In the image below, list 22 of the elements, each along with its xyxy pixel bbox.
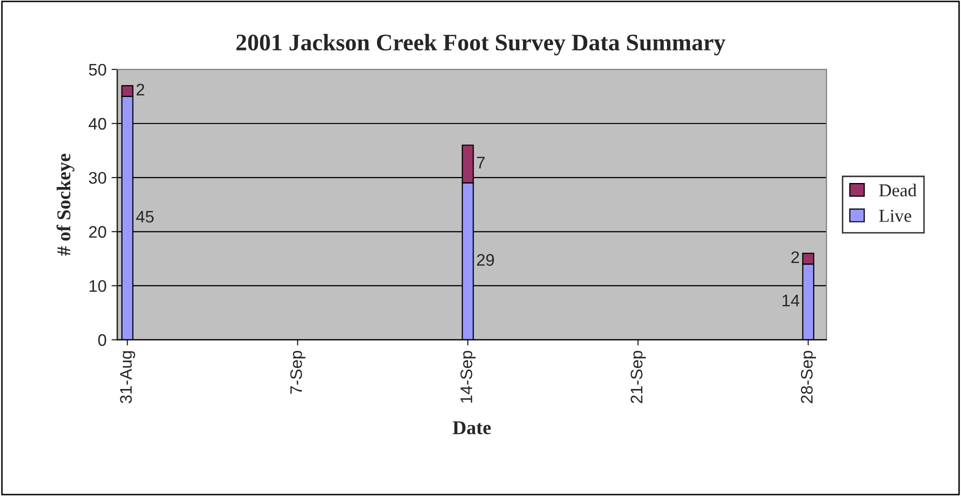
y-tick-label: 50 (88, 64, 106, 76)
x-tick-label: 7-Sep (290, 350, 306, 394)
data-label: 7 (477, 156, 485, 168)
x-tick-label: 21-Sep (630, 350, 646, 404)
y-tick-label: 20 (89, 226, 106, 238)
legend-label: Dead (879, 184, 917, 196)
data-label: 14 (782, 294, 800, 306)
x-axis-title: Date (452, 421, 491, 434)
y-tick-label: 10 (90, 280, 106, 292)
chart-title: 2001 Jackson Creek Foot Survey Data Summary (236, 34, 726, 56)
y-tick-label: 0 (98, 334, 106, 346)
x-tick-label: 31-Aug (120, 351, 136, 404)
y-tick-label: 40 (88, 118, 106, 130)
legend-label: Live (879, 210, 912, 222)
x-tick-label: 14-Sep (460, 350, 476, 403)
y-tick-label: 30 (88, 172, 106, 184)
data-label: 29 (477, 254, 494, 266)
y-axis-title: # of Sockeye (56, 154, 74, 256)
data-label: 2 (136, 84, 144, 96)
x-tick-label: 28-Sep (800, 350, 816, 404)
data-label: 2 (791, 251, 799, 263)
data-label: 45 (136, 210, 154, 223)
